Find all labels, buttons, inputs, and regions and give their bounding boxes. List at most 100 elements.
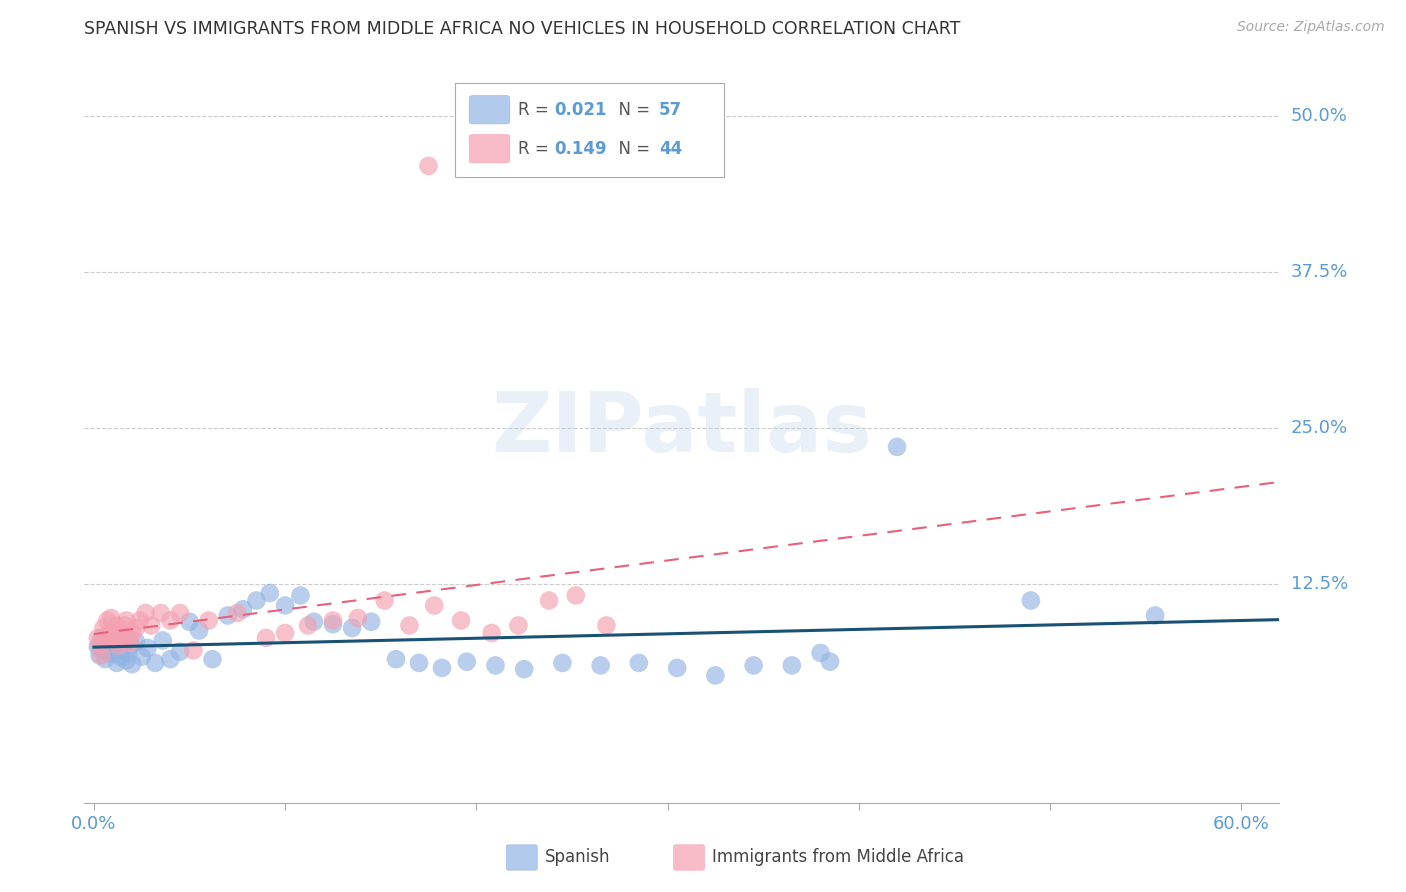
Point — [94, 652, 117, 666]
Point — [149, 606, 172, 620]
Point — [346, 611, 368, 625]
FancyBboxPatch shape — [470, 135, 510, 163]
Point — [245, 593, 267, 607]
Text: 44: 44 — [659, 140, 682, 158]
Point — [340, 621, 363, 635]
Point — [135, 606, 157, 620]
Point — [374, 593, 396, 607]
Point — [117, 646, 139, 660]
Point — [143, 656, 166, 670]
Point — [101, 631, 124, 645]
Point — [111, 631, 134, 645]
Point — [1019, 593, 1042, 607]
Point — [430, 661, 453, 675]
Point — [456, 655, 478, 669]
Point — [159, 652, 181, 666]
Point — [128, 614, 150, 628]
Point — [107, 634, 129, 648]
Point — [104, 640, 127, 655]
Point — [105, 618, 128, 632]
Point — [105, 656, 128, 670]
Text: 57: 57 — [659, 101, 682, 119]
Point — [302, 615, 325, 629]
Point — [98, 645, 121, 659]
Point — [93, 643, 115, 657]
Point — [226, 606, 249, 620]
Point — [125, 634, 148, 648]
Point — [183, 643, 205, 657]
Point — [232, 602, 254, 616]
Point — [159, 614, 181, 628]
Point — [90, 631, 112, 645]
Point — [1144, 608, 1167, 623]
Point — [93, 621, 115, 635]
Point — [484, 658, 506, 673]
Point — [188, 624, 211, 638]
FancyBboxPatch shape — [673, 845, 704, 871]
Text: SPANISH VS IMMIGRANTS FROM MIDDLE AFRICA NO VEHICLES IN HOUSEHOLD CORRELATION CH: SPANISH VS IMMIGRANTS FROM MIDDLE AFRICA… — [84, 21, 960, 38]
Point — [810, 646, 832, 660]
Point — [254, 631, 277, 645]
Point — [780, 658, 803, 673]
Point — [98, 626, 121, 640]
Point — [551, 656, 574, 670]
Point — [120, 636, 142, 650]
Text: 0.021: 0.021 — [554, 101, 606, 119]
Point — [589, 658, 612, 673]
FancyBboxPatch shape — [456, 84, 724, 178]
Point — [450, 614, 472, 628]
Point — [107, 639, 129, 653]
Text: ZIPatlas: ZIPatlas — [492, 388, 872, 468]
Text: Spanish: Spanish — [544, 847, 610, 866]
Point — [120, 639, 142, 653]
Point — [259, 586, 281, 600]
Point — [179, 615, 201, 629]
Point — [141, 618, 163, 632]
FancyBboxPatch shape — [470, 95, 510, 124]
Point — [94, 631, 117, 645]
Text: 0.149: 0.149 — [554, 140, 606, 158]
Text: 50.0%: 50.0% — [1291, 107, 1347, 125]
Point — [297, 618, 319, 632]
Point — [385, 652, 408, 666]
Point — [100, 611, 122, 625]
Point — [201, 652, 224, 666]
FancyBboxPatch shape — [506, 845, 537, 871]
Point — [537, 593, 560, 607]
Point — [481, 626, 503, 640]
Point — [360, 615, 382, 629]
Point — [217, 608, 239, 623]
Point — [131, 649, 153, 664]
Point — [121, 626, 143, 640]
Point — [513, 662, 536, 676]
Point — [322, 614, 344, 628]
Point — [104, 631, 127, 645]
Point — [565, 589, 588, 603]
Point — [101, 647, 124, 661]
Point — [886, 440, 908, 454]
Text: Immigrants from Middle Africa: Immigrants from Middle Africa — [711, 847, 963, 866]
Point — [87, 640, 110, 654]
Point — [398, 618, 420, 632]
Point — [290, 589, 312, 603]
Point — [818, 655, 841, 669]
Point — [110, 649, 132, 664]
Point — [110, 626, 132, 640]
Point — [96, 636, 118, 650]
Point — [117, 631, 139, 645]
Point — [704, 668, 727, 682]
Text: R =: R = — [519, 101, 554, 119]
Point — [89, 639, 111, 653]
Point — [742, 658, 765, 673]
Point — [418, 159, 440, 173]
Point — [152, 633, 174, 648]
Text: 25.0%: 25.0% — [1291, 419, 1348, 437]
Text: R =: R = — [519, 140, 554, 158]
Point — [114, 631, 136, 645]
Point — [595, 618, 617, 632]
Point — [136, 640, 159, 655]
Point — [408, 656, 430, 670]
Point — [125, 621, 148, 635]
Text: Source: ZipAtlas.com: Source: ZipAtlas.com — [1237, 20, 1385, 34]
Point — [114, 618, 136, 632]
